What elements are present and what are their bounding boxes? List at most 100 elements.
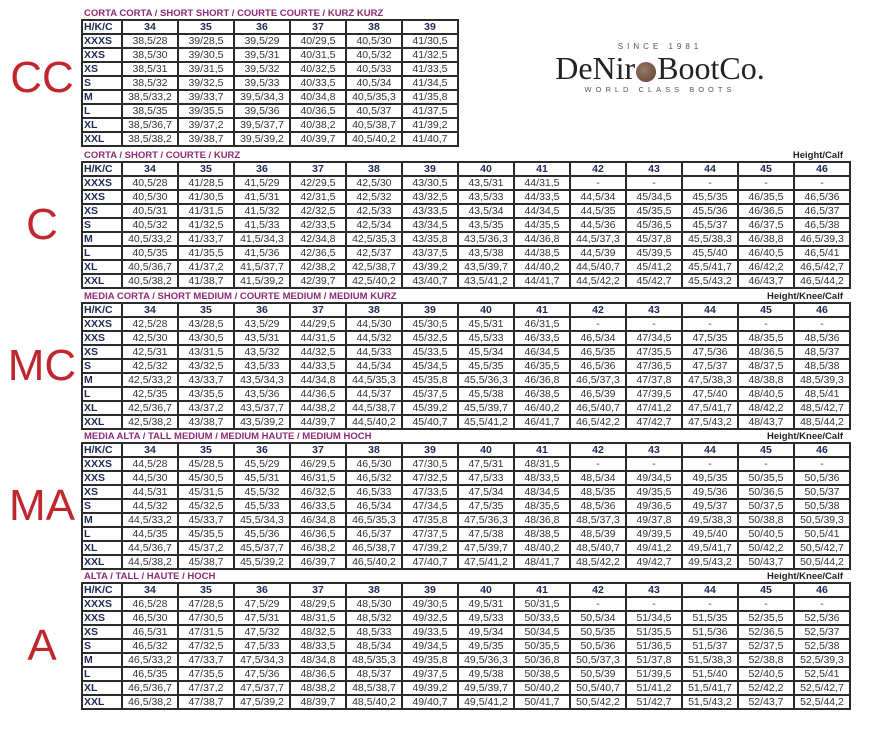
column-header: 42	[571, 444, 625, 456]
size-cell: 46/31,5	[291, 472, 345, 484]
size-cell: 49,5/35	[683, 472, 737, 484]
size-cell: 47,5/39,2	[235, 696, 289, 708]
size-cell: 46,5/39	[571, 388, 625, 400]
size-cell: 48,5/35,3	[347, 654, 401, 666]
size-cell: 47,5/36	[683, 346, 737, 358]
column-header: 35	[179, 163, 233, 175]
size-cell: 48,5/42,7	[795, 402, 849, 414]
size-cell: 41/34,5	[403, 77, 457, 89]
size-cell: 45/31,5	[179, 486, 233, 498]
size-cell: 42,5/38,2	[123, 416, 177, 428]
size-cell: 44,5/31	[123, 486, 177, 498]
size-cell: 44,5/38,7	[347, 402, 401, 414]
size-cell: 38,5/38,2	[123, 133, 177, 145]
size-cell: 44/35,5	[515, 219, 569, 231]
column-header: 35	[179, 304, 233, 316]
header-row: H/K/C 34 35 36 37 38 39 40 41 42 43 44 45 46	[83, 584, 849, 596]
size-cell: 40,5/33	[347, 63, 401, 75]
size-cell: 39/33,7	[179, 91, 233, 103]
size-cell: 41/37,2	[179, 261, 233, 273]
column-header: 45	[739, 304, 793, 316]
size-cell: 40/31,5	[291, 49, 345, 61]
size-cell: 40/36,5	[291, 105, 345, 117]
size-cell: 49/32,5	[403, 612, 457, 624]
size-cell: -	[739, 458, 793, 470]
size-cell: -	[795, 598, 849, 610]
row-label: S	[83, 640, 121, 652]
column-header: 42	[571, 163, 625, 175]
size-cell: 45,5/29	[235, 458, 289, 470]
size-cell: 41/38,7	[179, 275, 233, 287]
size-cell: 48,5/42,2	[571, 556, 625, 568]
size-cell: 42/38,2	[291, 261, 345, 273]
size-cell: 44,5/34	[347, 360, 401, 372]
size-cell: 52/35,5	[739, 612, 793, 624]
size-cell: -	[627, 318, 681, 330]
size-cell: 43,5/32	[235, 346, 289, 358]
size-cell: 47/38,7	[179, 696, 233, 708]
size-cell: 43,5/36,3	[459, 233, 513, 245]
size-cell: 50,5/40,7	[571, 682, 625, 694]
size-cell: 44,5/35,3	[347, 374, 401, 386]
size-cell: 47/37,8	[627, 374, 681, 386]
size-cell: 39/31,5	[179, 63, 233, 75]
size-cell: 43/37,5	[403, 247, 457, 259]
table-row: XXS 42,5/30 43/30,5 43,5/31 44/31,5 44,5/32 45…	[83, 332, 849, 344]
size-cell: 47,5/41,2	[459, 556, 513, 568]
size-cell: 42,5/32	[347, 191, 401, 203]
size-cell: 52/40,5	[739, 668, 793, 680]
size-cell: 46,5/36,7	[123, 682, 177, 694]
size-cell: -	[571, 598, 625, 610]
table-row: XXL 46,5/38,2 47/38,7 47,5/39,2 48/39,7 48,5/…	[83, 696, 849, 708]
size-cell: 42,5/33	[347, 205, 401, 217]
size-cell: 49,5/40	[683, 528, 737, 540]
column-header: 44	[683, 444, 737, 456]
size-cell: 45/36,5	[627, 219, 681, 231]
size-cell: 47,5/38	[459, 528, 513, 540]
table-row: XXS 40,5/30 41/30,5 41,5/31 42/31,5 42,5/32 43…	[83, 191, 849, 203]
row-label: L	[83, 668, 121, 680]
size-cell: 48,5/39,3	[795, 374, 849, 386]
size-cell: 51,5/37	[683, 640, 737, 652]
size-cell: 45,5/33	[459, 332, 513, 344]
size-cell: 45,5/35	[459, 360, 513, 372]
column-header: 39	[403, 304, 457, 316]
size-cell: 52,5/38	[795, 640, 849, 652]
size-cell: 46/40,2	[515, 402, 569, 414]
row-label: S	[83, 219, 121, 231]
size-cell: 45,5/36	[683, 205, 737, 217]
size-cell: 47/33,5	[403, 486, 457, 498]
size-cell: 51/35,5	[627, 626, 681, 638]
row-label: XS	[83, 486, 121, 498]
size-cell: 43,5/39,7	[459, 261, 513, 273]
size-cell: 49,5/36,3	[459, 654, 513, 666]
table-row: M 44,5/33,2 45/33,7 45,5/34,3 46/34,8 46,5/35…	[83, 514, 849, 526]
size-cell: 48/34,5	[515, 486, 569, 498]
size-cell: 51/34,5	[627, 612, 681, 624]
column-header: 46	[795, 584, 849, 596]
logo-since: SINCE 1981	[617, 42, 703, 51]
size-cell: 43/38,7	[179, 416, 233, 428]
column-header: 36	[235, 304, 289, 316]
size-cell: 50/35,5	[739, 472, 793, 484]
size-cell: 41/30,5	[403, 35, 457, 47]
size-cell: 43,5/35	[459, 219, 513, 231]
column-header: 38	[347, 584, 401, 596]
column-header: 41	[515, 444, 569, 456]
size-cell: 50/42,2	[739, 542, 793, 554]
size-cell: -	[627, 177, 681, 189]
size-cell: 46,5/28	[123, 598, 177, 610]
row-label: XXXS	[83, 177, 121, 189]
size-cell: 45/34,5	[627, 191, 681, 203]
size-cell: 46/32,5	[291, 486, 345, 498]
size-cell: 40,5/35,3	[347, 91, 401, 103]
column-header: 43	[627, 163, 681, 175]
size-cell: 46/36,8	[515, 374, 569, 386]
size-cell: 46,5/41	[795, 247, 849, 259]
size-cell: 46,5/42,7	[795, 261, 849, 273]
size-cell: 49,5/37	[683, 500, 737, 512]
size-cell: 42/33,5	[291, 219, 345, 231]
size-cell: 43/40,7	[403, 275, 457, 287]
size-cell: 48/38,2	[291, 682, 345, 694]
size-cell: 45/34,5	[403, 360, 457, 372]
